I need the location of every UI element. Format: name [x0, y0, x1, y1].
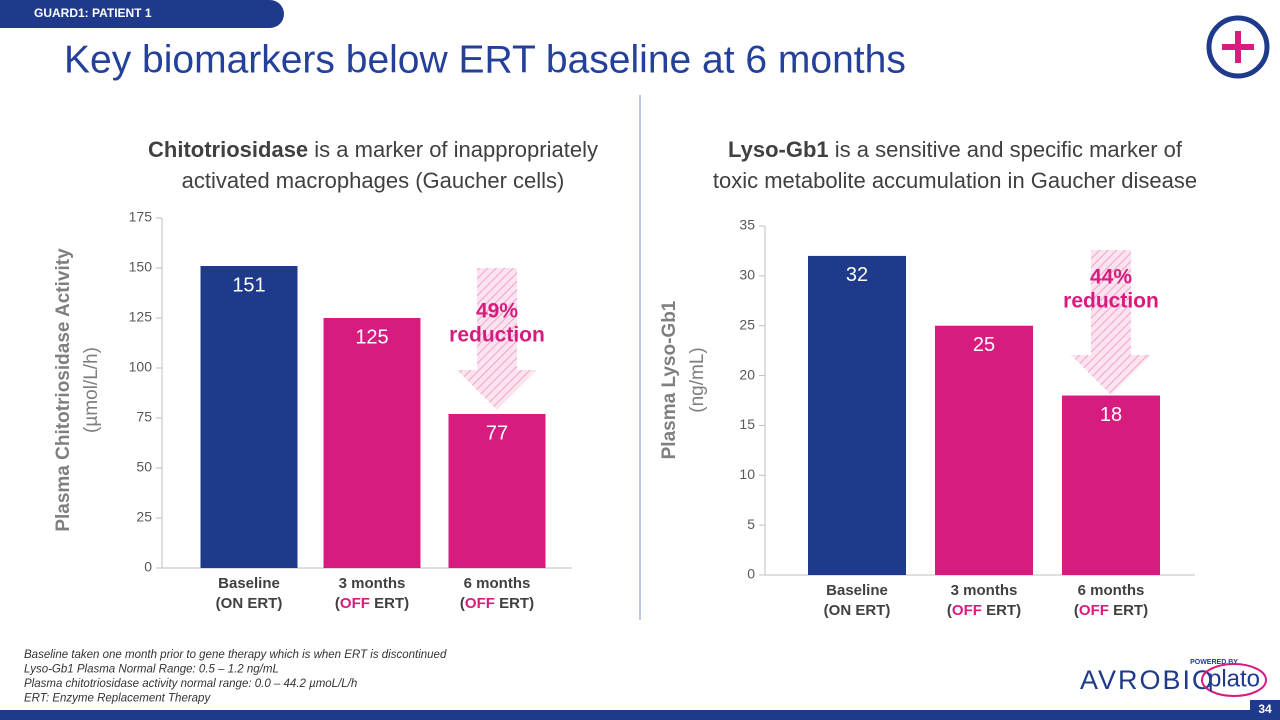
y-axis-unit: (ng/mL) — [687, 347, 708, 412]
chart-subtitle: toxic metabolite accumulation in Gaucher… — [713, 168, 1197, 193]
value-label: 151 — [232, 274, 265, 296]
x-tick-label: Baseline — [218, 575, 280, 592]
sublabel-part: ( — [335, 595, 340, 612]
y-tick-label: 75 — [136, 409, 152, 425]
sublabel-part: (ON ERT) — [216, 595, 283, 612]
footnote: Baseline taken one month prior to gene t… — [24, 649, 447, 661]
subtitle-part: is a sensitive and specific marker of — [829, 137, 1183, 162]
subtitle-part: Chitotriosidase — [148, 137, 308, 162]
y-tick-label: 5 — [747, 516, 755, 532]
y-tick-label: 20 — [739, 366, 755, 382]
y-tick-label: 25 — [136, 509, 152, 525]
sublabel-part: OFF — [952, 602, 982, 619]
footnote: Plasma chitotriosidase activity normal r… — [24, 678, 357, 690]
subtitle-part: Lyso-Gb1 — [728, 137, 829, 162]
page-box — [1250, 700, 1280, 720]
sublabel-part: (ON ERT) — [824, 602, 891, 619]
logo-ring — [1201, 663, 1267, 697]
y-tick-label: 150 — [129, 259, 153, 275]
footnote: ERT: Enzyme Replacement Therapy — [24, 693, 211, 705]
bar — [448, 414, 546, 568]
chart-subtitle: Chitotriosidase is a marker of inappropr… — [148, 137, 598, 162]
x-tick-label: 3 months — [951, 582, 1018, 599]
reduction-arrow — [1071, 250, 1151, 395]
y-tick-label: 0 — [747, 566, 755, 582]
x-tick-sublabel: (OFF ERT) — [335, 595, 409, 612]
reduction-arrow — [457, 268, 537, 410]
bottom-bar — [0, 710, 1280, 720]
x-tick-label: 6 months — [464, 575, 531, 592]
sublabel-part: ( — [460, 595, 465, 612]
x-tick-label: 6 months — [1078, 582, 1145, 599]
bar — [323, 318, 421, 568]
sublabel-part: OFF — [465, 595, 495, 612]
reduction-annotation: 49% — [476, 300, 518, 323]
sublabel-part: ( — [947, 602, 952, 619]
y-tick-label: 175 — [129, 209, 153, 225]
reduction-annotation: reduction — [1063, 290, 1159, 313]
sublabel-part: ERT) — [982, 602, 1021, 619]
x-tick-label: Baseline — [826, 582, 888, 599]
y-tick-label: 100 — [129, 359, 153, 375]
bar — [935, 325, 1033, 575]
y-tick-label: 10 — [739, 466, 755, 482]
y-tick-label: 35 — [739, 217, 755, 233]
powered-by: POWERED BY — [1190, 659, 1238, 666]
x-tick-sublabel: (ON ERT) — [216, 595, 283, 612]
value-label: 125 — [355, 326, 388, 348]
logo-name: AVROBIO — [1080, 665, 1215, 695]
y-tick-label: 25 — [739, 316, 755, 332]
chart-subtitle: activated macrophages (Gaucher cells) — [182, 168, 565, 193]
tag: GUARD1: PATIENT 1 — [34, 6, 152, 20]
value-label: 77 — [486, 422, 508, 444]
value-label: 18 — [1100, 404, 1122, 426]
x-tick-sublabel: (ON ERT) — [824, 602, 891, 619]
sublabel-part: OFF — [1079, 602, 1109, 619]
sublabel-part: ERT) — [370, 595, 409, 612]
y-tick-label: 125 — [129, 309, 153, 325]
y-axis-unit: (µmol/L/h) — [81, 347, 102, 433]
subtitle-part: is a marker of inappropriately — [308, 137, 598, 162]
logo-partner: plato — [1208, 665, 1260, 692]
x-tick-label: 3 months — [339, 575, 406, 592]
x-tick-sublabel: (OFF ERT) — [947, 602, 1021, 619]
plus-icon — [1206, 15, 1270, 79]
x-tick-sublabel: (OFF ERT) — [1074, 602, 1148, 619]
y-tick-label: 15 — [739, 416, 755, 432]
chart-subtitle: Lyso-Gb1 is a sensitive and specific mar… — [728, 137, 1183, 162]
y-tick-label: 50 — [136, 459, 152, 475]
sublabel-part: ERT) — [495, 595, 534, 612]
bar — [808, 255, 906, 575]
value-label: 32 — [846, 264, 868, 286]
y-axis-label: Plasma Chitotriosidase Activity — [53, 248, 74, 532]
bar — [1062, 395, 1160, 575]
y-tick-label: 0 — [144, 559, 152, 575]
sublabel-part: ( — [1074, 602, 1079, 619]
page-number: 34 — [1258, 702, 1272, 716]
tag-pill — [0, 0, 284, 28]
sublabel-part: ERT) — [1109, 602, 1148, 619]
x-tick-sublabel: (OFF ERT) — [460, 595, 534, 612]
reduction-annotation: 44% — [1090, 266, 1132, 289]
title: Key biomarkers below ERT baseline at 6 m… — [64, 38, 906, 81]
bar — [200, 266, 298, 568]
footnote: Lyso-Gb1 Plasma Normal Range: 0.5 – 1.2 … — [24, 664, 279, 676]
value-label: 25 — [973, 334, 995, 356]
reduction-annotation: reduction — [449, 324, 545, 347]
y-axis-label: Plasma Lyso-Gb1 — [659, 300, 680, 459]
sublabel-part: OFF — [340, 595, 370, 612]
y-tick-label: 30 — [739, 267, 755, 283]
